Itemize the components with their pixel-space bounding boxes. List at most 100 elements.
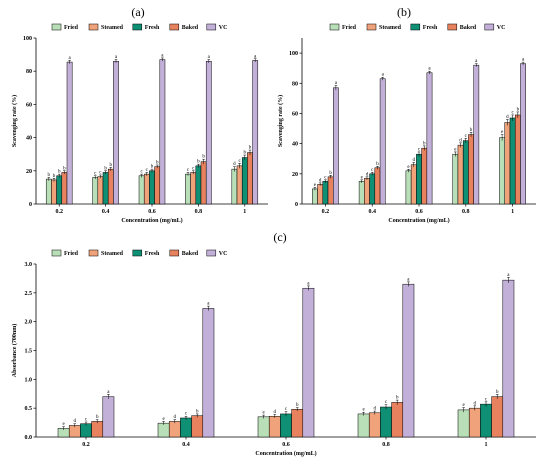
significance-label: c [185, 412, 188, 417]
bar-baked [61, 172, 68, 205]
x-tick-label: 0.4 [368, 209, 376, 215]
significance-label: b [58, 170, 61, 175]
bar-vc [426, 72, 433, 205]
significance-label: d [374, 407, 377, 412]
bar-fresh [241, 157, 248, 205]
x-tick-label: 0.6 [148, 209, 156, 215]
significance-label: a [407, 277, 410, 282]
bar-baked [468, 134, 474, 205]
legend-label: Fried [64, 251, 79, 257]
significance-label: b [48, 173, 51, 178]
significance-label: d [274, 410, 277, 415]
significance-label: a [115, 55, 118, 60]
significance-label: e [62, 422, 65, 427]
significance-label: d [506, 115, 509, 120]
legend-swatch [410, 23, 421, 31]
bar-fried [157, 422, 170, 438]
significance-label: b [423, 141, 426, 146]
significance-label: d [366, 172, 369, 177]
x-tick-label: 0.2 [322, 209, 330, 215]
significance-label: a [208, 55, 211, 60]
bar-fried [405, 170, 412, 205]
significance-label: e [454, 147, 457, 152]
x-axis-title: Concentration (mg/mL) [388, 217, 449, 224]
bar-fresh [102, 172, 109, 205]
x-tick-label: 0.8 [462, 209, 470, 215]
bar-vc [402, 283, 415, 438]
bar-baked [91, 421, 104, 438]
y-tick-label: 40 [292, 142, 298, 148]
significance-label: b [470, 128, 473, 133]
y-tick-label: 100 [23, 36, 32, 42]
bar-vc [302, 287, 315, 438]
bar-steamed [468, 407, 481, 438]
y-tick-label: 0.5 [25, 406, 33, 412]
panel-label-b: (b) [397, 5, 411, 19]
significance-label: c [187, 168, 190, 173]
significance-label: d [319, 178, 322, 183]
legend-swatch [366, 23, 377, 31]
y-tick-label: 1.0 [25, 377, 33, 383]
y-tick-label: 0 [29, 202, 32, 208]
bar-fresh [322, 181, 329, 205]
significance-label: c [285, 407, 288, 412]
y-tick-label: 20 [26, 169, 32, 175]
y-tick-label: 80 [26, 69, 32, 75]
legend-swatch [88, 23, 99, 31]
significance-label: c [324, 175, 327, 180]
x-tick-label: 0.6 [282, 442, 290, 448]
legend-swatch [51, 23, 62, 31]
bar-baked [374, 167, 381, 205]
bar-vc [205, 60, 212, 205]
bar-baked [154, 166, 161, 205]
significance-label: a [507, 273, 510, 278]
significance-label: c [94, 171, 97, 176]
significance-label: a [428, 67, 431, 72]
legend-swatch [132, 249, 143, 257]
bar-baked [327, 176, 334, 205]
bar-fresh [416, 153, 422, 205]
significance-label: b [376, 162, 379, 167]
bar-baked [247, 152, 253, 205]
x-axis-title: Concentration (mg/mL) [121, 217, 182, 224]
legend-swatch [206, 249, 217, 257]
bar-fried [138, 175, 145, 205]
significance-label: a [254, 54, 257, 59]
significance-label: b [156, 160, 159, 165]
significance-label: b [244, 151, 247, 156]
significance-label: a [107, 390, 110, 395]
significance-label: e [501, 130, 504, 135]
bar-steamed [410, 164, 417, 205]
significance-label: a [307, 281, 310, 286]
bar-fresh [80, 423, 92, 438]
bar-steamed [364, 178, 370, 205]
bar-vc [202, 308, 215, 438]
significance-label: c [385, 400, 388, 405]
legend-label: Steamed [379, 25, 402, 31]
bar-steamed [236, 165, 243, 205]
legend-label: Fried [342, 25, 357, 31]
bar-steamed [268, 415, 281, 438]
bar-steamed [190, 172, 197, 205]
x-tick-label: 0.2 [82, 442, 90, 448]
y-tick-label: 2.0 [25, 320, 33, 326]
significance-label: a [335, 81, 338, 86]
bar-fresh [180, 417, 192, 438]
legend-swatch [447, 23, 458, 31]
bar-baked [200, 161, 207, 205]
significance-label: b [104, 166, 107, 171]
panel-label-a: (a) [131, 5, 144, 19]
significance-label: b [517, 107, 520, 112]
y-tick-label: 0 [295, 202, 298, 208]
significance-label: a [161, 53, 164, 58]
significance-label: d [74, 419, 77, 424]
legend-label: Fresh [145, 251, 160, 257]
significance-label: d [174, 415, 177, 420]
significance-label: c [465, 134, 468, 139]
significance-label: c [485, 397, 488, 402]
legend-swatch [132, 23, 143, 31]
significance-label: c [511, 110, 514, 115]
bar-vc [113, 60, 119, 205]
bar-fried [185, 173, 191, 205]
